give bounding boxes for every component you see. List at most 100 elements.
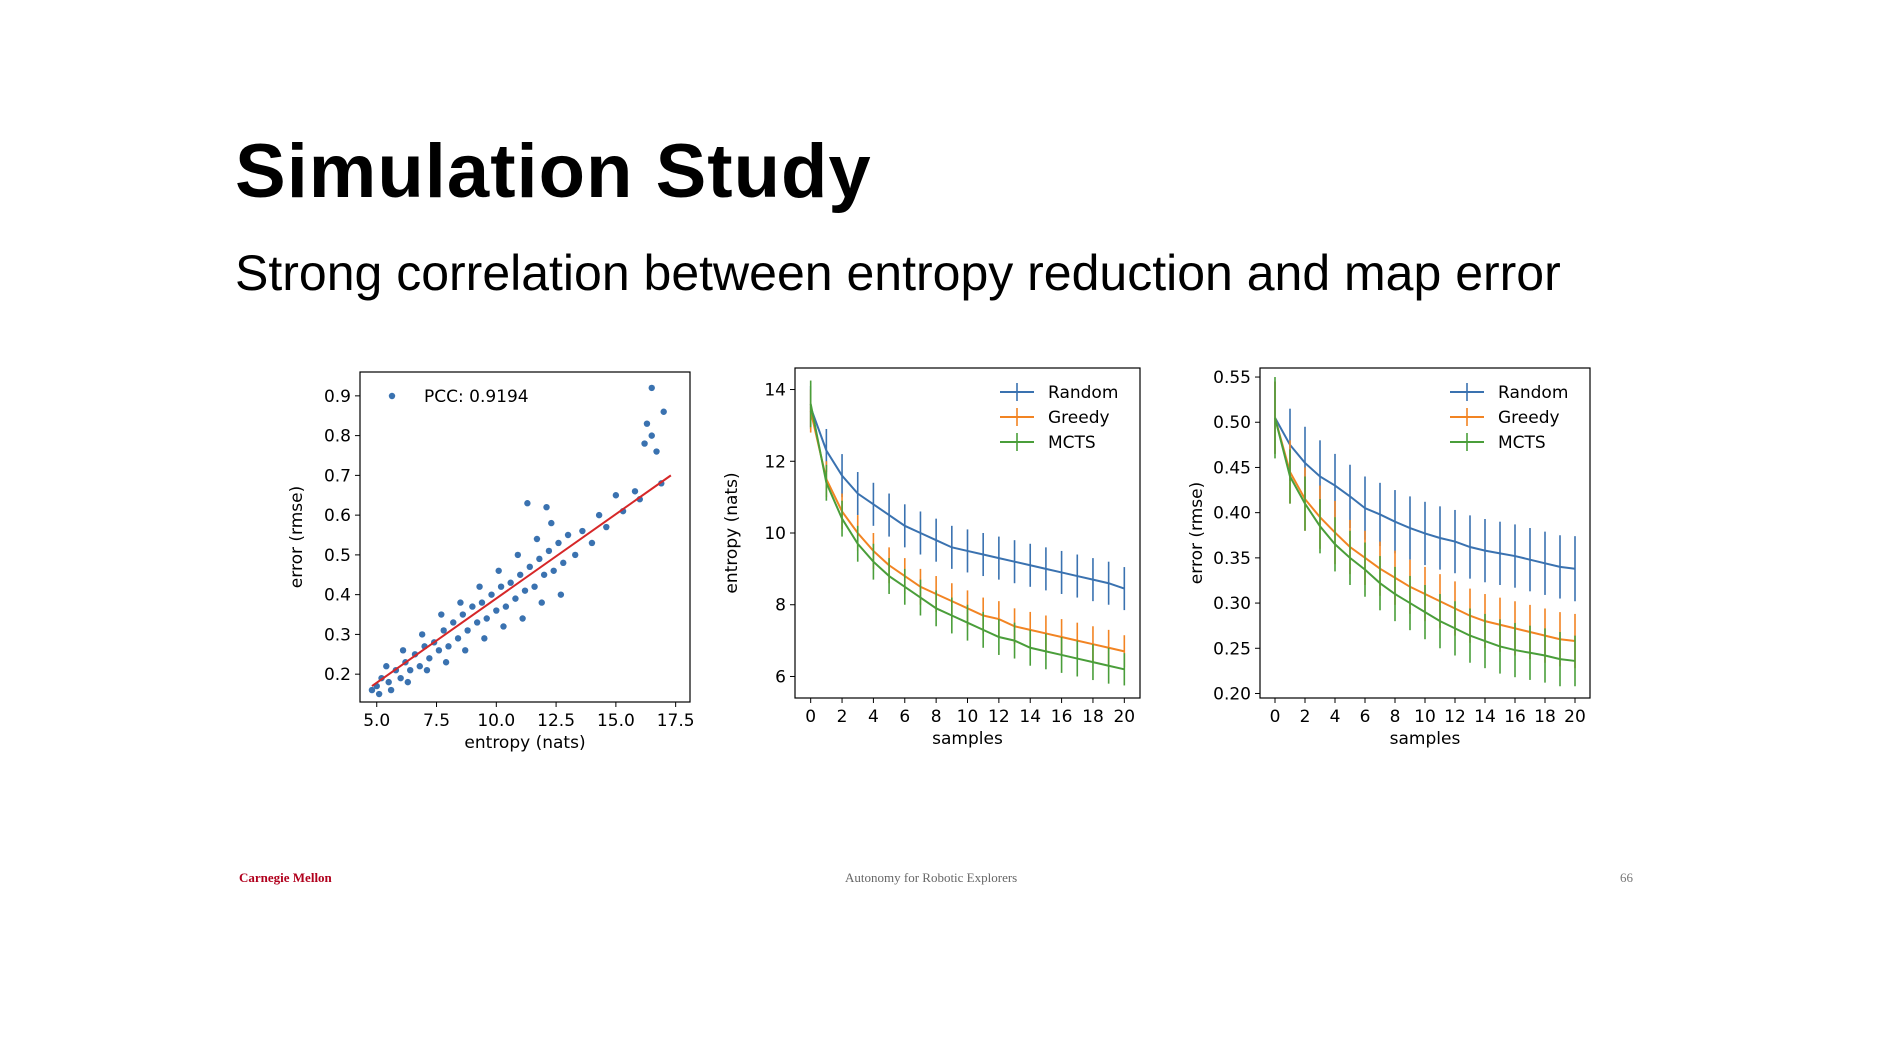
x-tick-label: 10.0 [477,711,515,731]
scatter-point [579,527,586,535]
scatter-point [416,663,423,670]
y-tick-label: 0.4 [324,586,351,606]
x-tick-label: 8 [1390,707,1401,727]
legend-label: PCC: 0.9194 [424,387,529,407]
scatter-point [548,519,555,527]
scatter-point [572,551,579,559]
scatter-point [435,647,443,654]
scatter-point [407,666,414,674]
scatter-point [588,539,596,547]
series-line [809,403,1125,671]
y-tick-label: 0.5 [324,546,351,566]
x-tick-label: 8 [931,707,942,727]
scatter-point [612,492,620,499]
y-tick-label: 0.55 [1213,368,1251,388]
x-tick-label: 16 [1504,707,1526,727]
scatter-point [387,686,395,694]
error-line-chart: 0 2 4 6 8 10 12 14 16 18 20 0.20 0.25 0.30 0.35 0.40 0.4… [1187,367,1591,749]
scatter-point [517,571,524,578]
scatter-point [383,663,390,670]
scatter-point [502,603,510,610]
legend-label: Random [1048,383,1118,403]
y-tick-label: 6 [775,667,786,687]
scatter-point [399,647,407,654]
scatter-point [564,531,572,539]
scatter-point [495,567,502,574]
footer-institution: Carnegie Mellon [239,870,332,885]
x-tick-label: 5.0 [363,711,390,731]
page-number: 66 [1620,870,1633,885]
y-tick-label: 10 [764,524,786,544]
scatter-point [442,659,450,666]
scatter-point [438,611,445,618]
footer-course: Autonomy for Robotic Explorers [845,870,1018,885]
scatter-point [397,674,404,682]
scatter-point [469,603,476,610]
scatter-point [519,615,526,622]
x-tick-label: 18 [1082,707,1104,727]
scatter-point [459,611,467,618]
fit-line [371,474,672,687]
scatter-point [643,420,651,427]
y-tick-label: 0.9 [324,387,351,407]
scatter-point [457,599,464,606]
x-axis-label: samples [1390,729,1461,749]
scatter-point [473,619,481,626]
scatter-point [512,595,519,602]
scatter-point [538,599,545,606]
y-tick-label: 14 [764,381,786,401]
scatter-point [545,547,553,555]
scatter-point [543,503,550,511]
scatter-point [500,623,507,630]
y-tick-label: 8 [775,596,786,616]
scatter-point [423,666,431,674]
x-tick-label: 2 [1300,707,1311,727]
series-line [1274,417,1576,570]
scatter-point [454,635,462,642]
scatter-point [445,643,452,650]
x-tick-label: 6 [899,707,910,727]
scatter-point [375,690,383,698]
scatter-point [462,647,469,654]
x-tick-label: 20 [1113,707,1135,727]
x-tick-label: 14 [1474,707,1496,727]
scatter-point [631,488,639,495]
y-tick-label: 0.2 [324,665,351,685]
legend-label: Greedy [1498,408,1560,428]
slide-subtitle: Strong correlation between entropy reduc… [235,245,1561,301]
x-tick-label: 6 [1360,707,1371,727]
scatter-point [536,555,543,563]
scatter-point [488,591,495,598]
scatter-point [521,587,529,594]
y-tick-label: 0.35 [1213,549,1251,569]
y-tick-label: 0.20 [1213,684,1251,704]
scatter-point [514,551,522,559]
y-tick-label: 0.40 [1213,504,1251,524]
scatter-point [483,615,490,622]
scatter-point [557,591,565,598]
scatter-point [507,579,514,586]
scatter-point [560,559,567,567]
slide-title: Simulation Study [235,129,872,214]
y-tick-label: 0.30 [1213,594,1251,614]
legend-label: MCTS [1498,433,1546,453]
series-line [809,407,1125,590]
x-tick-label: 4 [868,707,879,727]
x-tick-label: 10 [957,707,979,727]
x-tick-label: 16 [1051,707,1073,727]
scatter-point [595,511,603,519]
scatter-point [531,583,538,590]
series-mcts [809,380,1126,686]
scatter-point [476,583,483,590]
scatter-point [550,567,557,574]
scatter-point [481,635,488,642]
scatter-point [418,631,426,638]
x-tick-label: 18 [1534,707,1556,727]
scatter-point [368,686,376,694]
y-tick-label: 12 [764,452,786,472]
x-tick-label: 12 [1444,707,1466,727]
x-tick-label: 17.5 [657,711,695,731]
y-tick-label: 0.3 [324,625,351,645]
x-tick-label: 4 [1330,707,1341,727]
scatter-point [603,523,610,531]
